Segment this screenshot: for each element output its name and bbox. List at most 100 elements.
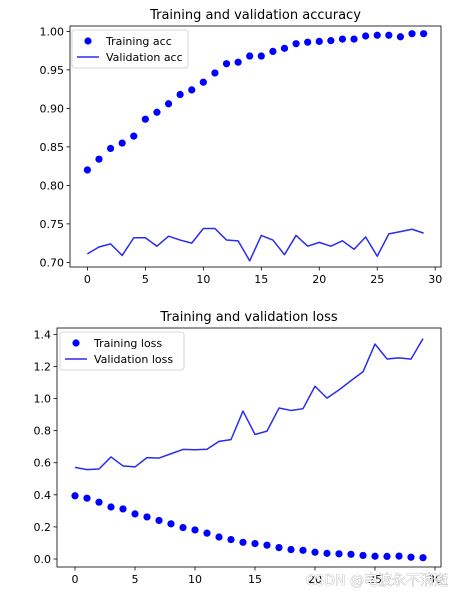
training-acc-point (222, 60, 231, 68)
training-acc-point (141, 115, 149, 123)
accuracy-x-tick-label: 15 (254, 273, 268, 286)
training-loss-point (131, 510, 139, 518)
accuracy-legend-box (71, 29, 189, 69)
accuracy-y-tick-label: 0.85 (40, 141, 65, 154)
accuracy-x-tick-label: 5 (142, 273, 149, 286)
loss-axes-frame (56, 327, 442, 568)
loss-y-tick-label: 0.2 (34, 521, 52, 534)
training-acc-point (338, 35, 347, 43)
training-acc-point (292, 40, 300, 48)
validation-loss-legend-label: Validation loss (94, 353, 173, 366)
validation-acc-line (87, 227, 424, 262)
loss-y-tick-label: 1.4 (34, 328, 52, 341)
training-loss-point (167, 520, 175, 528)
training-loss-point (395, 552, 403, 560)
training-loss-point (119, 505, 127, 513)
training-loss-point (323, 549, 331, 557)
training-acc-point (211, 69, 219, 77)
training-acc-point (118, 139, 126, 147)
training-loss-point (191, 526, 199, 534)
loss-x-tick-label: 5 (132, 573, 139, 586)
training-acc-point (362, 32, 370, 40)
training-loss-point (227, 535, 235, 544)
accuracy-legend: Training acc Validation acc (71, 29, 189, 69)
training-acc-point (106, 144, 115, 153)
training-acc-point (396, 33, 405, 41)
loss-y-tick-label: 0.4 (34, 489, 52, 502)
loss-x-tick-label: 15 (248, 573, 262, 586)
training-loss-point (71, 492, 79, 500)
validation-acc-legend-label: Validation acc (106, 51, 183, 64)
accuracy-x-tick-label: 25 (370, 273, 384, 286)
loss-chart-title: Training and validation loss (159, 310, 337, 325)
training-loss-point (407, 553, 415, 561)
watermark: CSDN @电波永不消逝 (306, 573, 448, 589)
accuracy-y-tick-label: 1.00 (40, 25, 65, 38)
training-acc-legend-label: Training acc (105, 35, 172, 48)
training-acc-legend-marker (84, 37, 92, 45)
accuracy-y-tick-label: 0.90 (40, 102, 65, 115)
training-acc-point (130, 132, 138, 140)
training-loss-point (311, 548, 319, 556)
loss-y-tick-label: 0.6 (34, 457, 52, 470)
training-loss-point (155, 516, 163, 525)
training-loss-legend-marker (72, 339, 80, 347)
training-acc-point (83, 166, 91, 174)
accuracy-chart-title: Training and validation accuracy (149, 8, 361, 23)
training-loss-point (275, 543, 283, 552)
loss-chart: Training and validation loss 0 5 10 15 20 25 30… (34, 310, 443, 586)
training-loss-point (83, 494, 91, 502)
training-acc-point (257, 52, 265, 60)
training-acc-point (315, 37, 323, 46)
training-acc-point (234, 58, 242, 66)
accuracy-y-tick-label: 0.70 (40, 256, 65, 269)
training-loss-point (347, 550, 355, 558)
loss-x-tick-label: 25 (368, 573, 382, 586)
training-acc-point (164, 100, 173, 108)
training-loss-point (251, 539, 259, 548)
loss-x-tick-label: 0 (72, 573, 79, 586)
validation-loss-line (74, 338, 424, 471)
accuracy-y-tick-label: 0.75 (40, 218, 65, 231)
accuracy-x-tick-label: 30 (428, 273, 442, 286)
accuracy-x-tick-label: 20 (312, 273, 326, 286)
loss-y-tick-label: 1.0 (34, 393, 52, 406)
accuracy-y-tick-label: 0.80 (40, 179, 65, 192)
training-acc-point (408, 30, 416, 38)
loss-x-tick-label: 30 (428, 573, 442, 586)
accuracy-chart: Training and validation accuracy 0 5 10 15 20… (40, 8, 443, 286)
training-acc-point (188, 86, 196, 94)
loss-y-tick-label: 1.2 (34, 360, 52, 373)
training-loss-point (95, 498, 103, 506)
training-acc-point (199, 78, 207, 86)
loss-legend-box (59, 331, 185, 371)
training-loss-point (239, 538, 247, 546)
training-loss-point (215, 533, 223, 541)
training-loss-point (299, 546, 307, 554)
training-loss-point (203, 529, 211, 537)
training-loss-legend-label: Training loss (93, 337, 162, 350)
training-loss-point (371, 552, 379, 560)
training-acc-point (350, 35, 358, 43)
accuracy-x-tick-label: 10 (196, 273, 210, 286)
training-loss-point (143, 513, 151, 521)
training-loss-point (419, 554, 427, 562)
training-acc-point (95, 155, 103, 163)
accuracy-y-tick-label: 0.95 (40, 64, 65, 77)
training-acc-point (176, 90, 184, 99)
loss-legend: Training loss Validation loss (59, 331, 185, 371)
loss-y-tick-label: 0.8 (34, 425, 52, 438)
training-acc-point (269, 47, 277, 56)
training-loss-point (383, 552, 391, 561)
accuracy-x-tick-label: 0 (84, 273, 91, 286)
training-acc-point (280, 44, 289, 52)
training-loss-point (335, 550, 343, 558)
loss-x-tick-label: 10 (188, 573, 202, 586)
training-acc-point (246, 52, 254, 60)
training-acc-point (153, 108, 161, 116)
training-acc-point (327, 37, 335, 45)
training-acc-point (420, 30, 428, 38)
training-loss-point (263, 541, 271, 549)
